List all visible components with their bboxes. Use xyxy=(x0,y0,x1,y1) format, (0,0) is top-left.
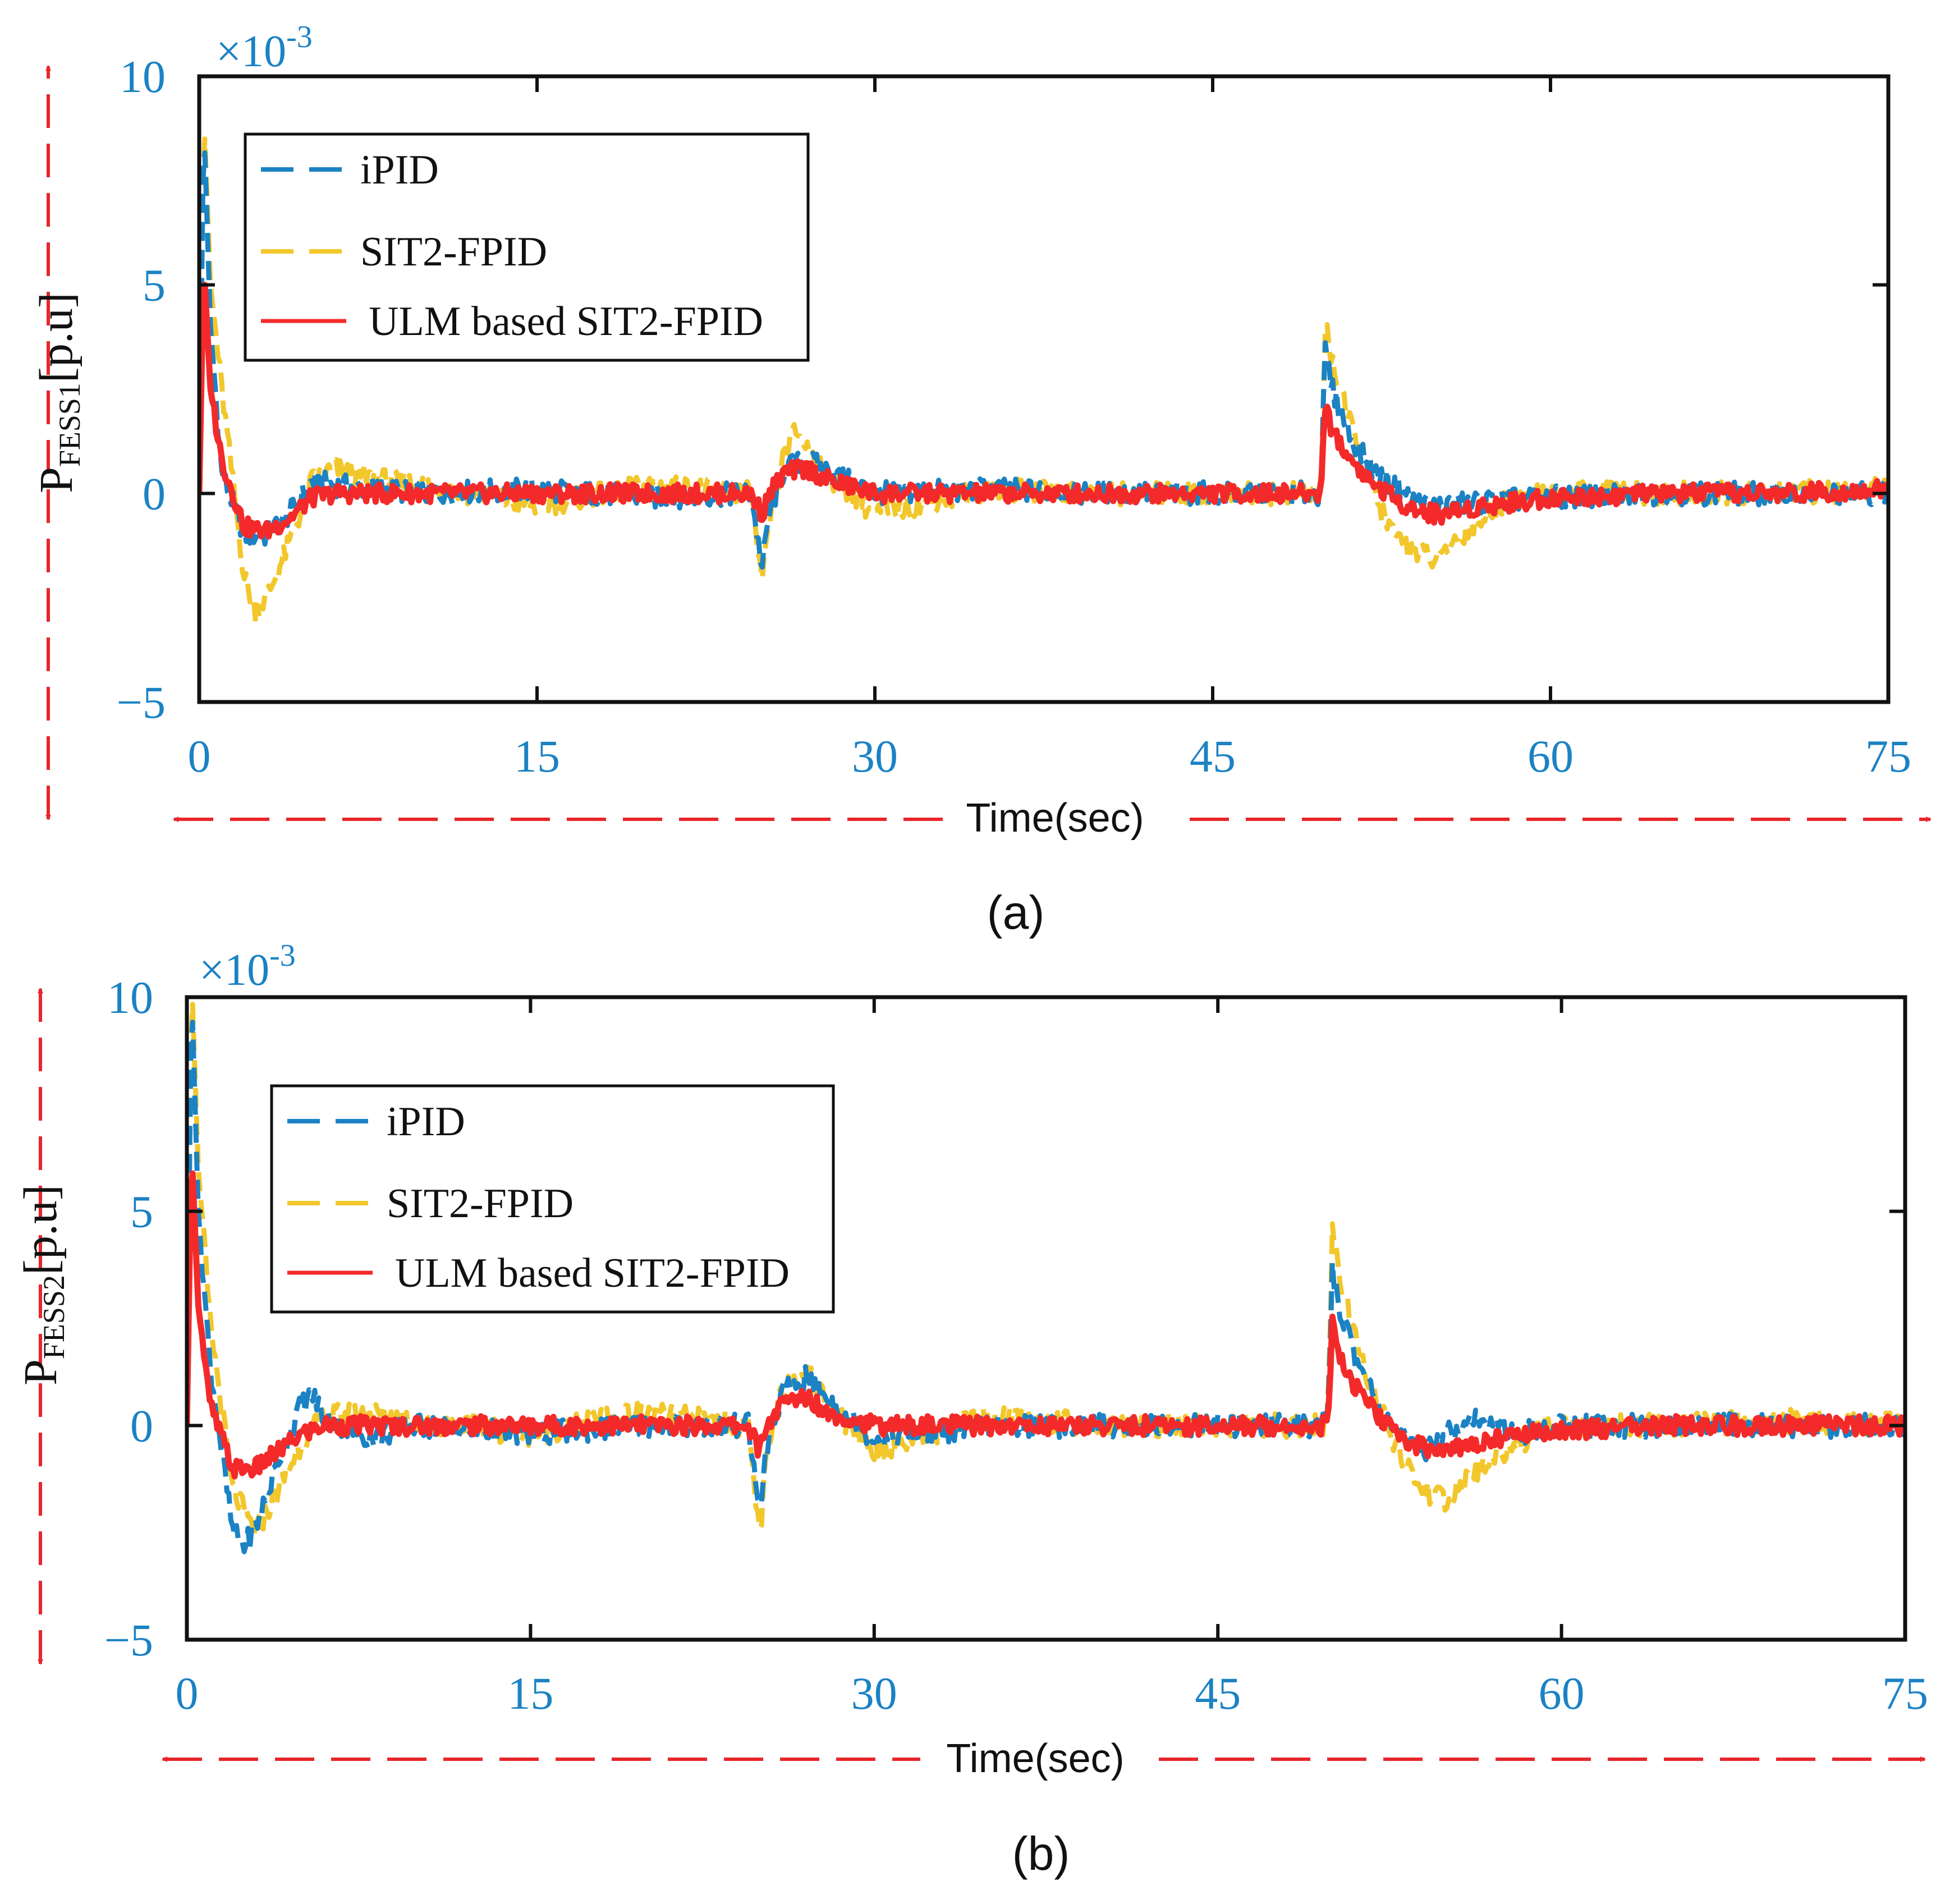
chart-panel-b: 0 15 30 45 60 75 −5 0 5 10 ×10-3 PFESS2[p.u] Time(se… xyxy=(15,938,1928,1880)
legend-label: SIT2-FPID xyxy=(387,1181,574,1227)
y-tick-label: 5 xyxy=(143,260,166,311)
series-group xyxy=(187,1002,1905,1554)
x-tick-label: 30 xyxy=(851,1668,897,1719)
y-tick-label: 10 xyxy=(107,972,153,1023)
x-axis-title: Time(sec) xyxy=(966,796,1144,841)
x-tick-label: 30 xyxy=(852,731,898,782)
y-axis-label: PFESS1[p.u] xyxy=(30,292,86,493)
plot-frame xyxy=(185,995,1907,1642)
series-group xyxy=(199,136,1888,625)
legend: iPID SIT2-FPID ULM based SIT2-FPID xyxy=(244,132,810,362)
x-tick-label: 75 xyxy=(1865,731,1911,782)
legend: iPID SIT2-FPID ULM based SIT2-FPID xyxy=(270,1084,835,1314)
x-tick-label: 0 xyxy=(188,731,211,782)
axis-multiplier: ×10-3 xyxy=(199,938,296,995)
x-tick-label: 45 xyxy=(1195,1668,1241,1719)
panel-caption: (a) xyxy=(987,886,1045,939)
x-axis-title: Time(sec) xyxy=(946,1736,1124,1781)
y-tick-label: −5 xyxy=(104,1614,153,1666)
chart-panel-a: 0 15 30 45 60 75 −5 0 5 10 ×10-3 PFESS1[p.u] Time(se… xyxy=(30,20,1932,939)
axis-multiplier: ×10-3 xyxy=(216,20,313,76)
x-tick-label: 45 xyxy=(1190,731,1236,782)
legend-label: ULM based SIT2-FPID xyxy=(369,299,763,345)
y-tick-label: 0 xyxy=(143,468,166,519)
x-tick-label: 15 xyxy=(507,1668,553,1719)
legend-label: iPID xyxy=(387,1099,465,1145)
y-tick-label: 10 xyxy=(120,51,166,102)
y-tick-label: 0 xyxy=(130,1400,153,1451)
legend-label: ULM based SIT2-FPID xyxy=(395,1250,790,1296)
x-tick-label: 60 xyxy=(1527,731,1574,782)
plot-frame xyxy=(197,74,1891,704)
panel-caption: (b) xyxy=(1012,1827,1070,1880)
y-tick-label: 5 xyxy=(130,1186,153,1237)
legend-label: SIT2-FPID xyxy=(360,229,547,275)
series-line-ulm-based-sit2-fpid xyxy=(199,282,1888,540)
y-axis-label: PFESS2[p.u] xyxy=(15,1185,71,1385)
x-tick-label: 0 xyxy=(176,1668,199,1719)
x-tick-label: 15 xyxy=(514,731,560,782)
x-tick-label: 75 xyxy=(1882,1668,1928,1719)
legend-label: iPID xyxy=(360,147,439,193)
x-tick-label: 60 xyxy=(1539,1668,1585,1719)
series-line-ulm-based-sit2-fpid xyxy=(187,1170,1905,1480)
y-tick-label: −5 xyxy=(117,677,166,728)
